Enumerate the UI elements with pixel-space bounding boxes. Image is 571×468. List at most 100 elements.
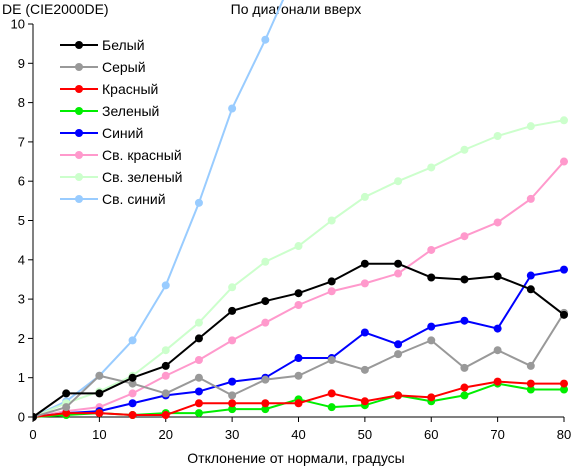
x-tick-label: 40 [291,427,305,442]
series-3-point [161,411,170,420]
series-1-point [161,361,170,370]
series-6-point [261,318,270,327]
series-5-point [228,377,237,386]
series-7-point [161,346,170,355]
series-2-point [62,403,71,412]
series-5-point [427,322,436,331]
series-7-point [360,192,369,201]
series-6-point [194,356,203,365]
series-3-point [194,399,203,408]
series-7-point [427,163,436,172]
series-2-point [327,356,336,365]
series-4-point [460,391,469,400]
series-4-point [327,403,336,412]
series-1 [33,259,568,421]
series-2-point [493,346,502,355]
legend: Белый Серый Красный Зеленый Синий Св. красный… [60,37,182,207]
series-4-point [194,409,203,418]
series-6-point [560,157,568,166]
x-ticks: 0 10 20 30 40 50 60 70 80 [29,417,571,442]
legend-item-7: Св. зеленый [60,169,182,185]
legend-item-6-label: Св. красный [102,147,182,163]
series-6-point [460,232,469,241]
series-3-point [62,409,71,418]
series-2-point [460,363,469,372]
series-8-point [128,336,137,345]
series-6-point [161,371,170,380]
series-1-point [460,275,469,284]
series-6-point [360,279,369,288]
legend-item-6: Св. красный [60,147,182,163]
series-5-point [360,328,369,337]
y-tick-label: 2 [18,331,25,346]
series-4-point [560,385,568,394]
chart-title: По диагонали вверх [231,1,362,17]
series-6-point [493,218,502,227]
series-3 [33,377,568,421]
series-6-point [394,269,403,278]
y-tick-label: 9 [18,56,25,71]
series-1-point [128,373,137,382]
y-tick-label: 6 [18,174,25,189]
series-2-point [427,336,436,345]
series-1-point [394,259,403,268]
legend-item-5-label: Синий [102,125,143,141]
series-8-point [261,35,270,44]
y-tick-label: 5 [18,213,25,228]
legend-item-1: Белый [60,37,145,53]
series-3-point [394,391,403,400]
series-3-point [228,399,237,408]
series-2-point [228,391,237,400]
series-1-point [95,389,104,398]
series-1-point [33,413,37,421]
series-3-point [427,393,436,402]
legend-item-1-marker [75,41,83,49]
series-4-point [228,405,237,414]
legend-item-2-label: Серый [102,59,146,75]
series-8-point [194,198,203,207]
series-5-point [394,340,403,349]
y-tick-label: 1 [18,370,25,385]
legend-item-4-label: Зеленый [102,103,159,119]
x-tick-label: 10 [92,427,106,442]
series-layer [33,0,568,421]
x-tick-label: 60 [424,427,438,442]
series-1-point [261,297,270,306]
y-tick-label: 7 [18,134,25,149]
series-2-point [294,371,303,380]
series-5-point [526,271,535,280]
legend-item-7-marker [75,173,83,181]
x-tick-label: 0 [29,427,36,442]
series-6-point [427,245,436,254]
series-7-point [560,116,568,125]
series-5-point [128,399,137,408]
series-5-point [194,387,203,396]
series-4-point [261,405,270,414]
series-1-point [427,273,436,282]
series-1-point [194,334,203,343]
series-1-point [526,285,535,294]
x-tick-label: 80 [557,427,571,442]
legend-item-4-marker [75,107,83,115]
series-3-point [95,409,104,418]
series-8-line [33,0,285,418]
series-6-point [228,336,237,345]
series-3-point [327,389,336,398]
series-2-point [261,375,270,384]
series-2-point [360,365,369,374]
series-1-point [360,259,369,268]
series-4-point [526,385,535,394]
series-3-point [526,379,535,388]
series-6-point [327,287,336,296]
legend-item-4: Зеленый [60,103,159,119]
legend-item-8-label: Св. синий [102,191,166,207]
series-3-point [360,397,369,406]
series-7-point [261,257,270,266]
series-5-point [560,265,568,274]
x-tick-label: 30 [225,427,239,442]
series-2-point [526,361,535,370]
x-axis-title: Отклонение от нормали, градусы [187,450,404,466]
series-1-point [327,277,336,286]
series-2-point [95,371,104,380]
